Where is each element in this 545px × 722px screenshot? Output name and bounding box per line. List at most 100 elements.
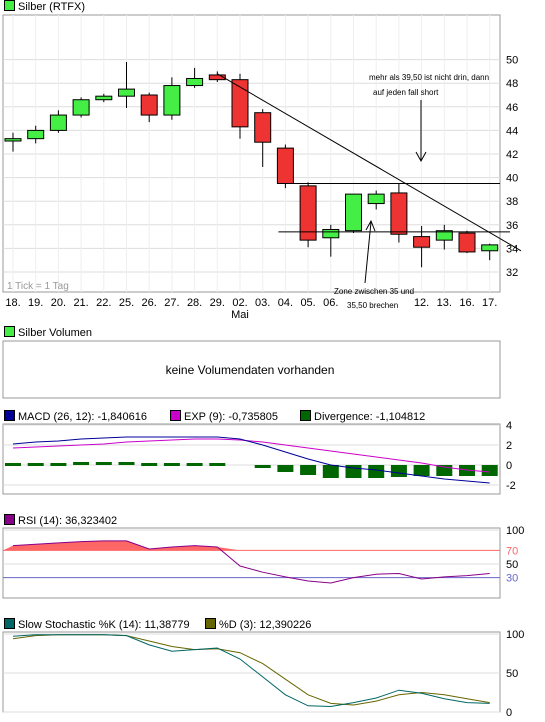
stoch-legend-d: %D (3): 12,390226 bbox=[205, 618, 311, 632]
annotation-bottom-arrowhead bbox=[365, 219, 376, 232]
square-swatch-icon bbox=[4, 618, 15, 629]
price-y-tick-label: 38 bbox=[506, 196, 518, 208]
price-y-tick-label: 44 bbox=[506, 125, 518, 137]
divergence-bar bbox=[390, 465, 407, 477]
volume-panel-title-text: Silber Volumen bbox=[18, 327, 92, 339]
candle-up bbox=[4, 138, 22, 142]
x-tick-label: 18. bbox=[5, 297, 20, 309]
x-tick-label: 02. bbox=[232, 297, 247, 309]
candle-up bbox=[95, 95, 113, 101]
rsi-legend: RSI (14): 36,323402 bbox=[4, 514, 117, 528]
annotation-bottom-line1: Zone zwischen 35 und bbox=[334, 287, 414, 296]
square-swatch-icon bbox=[300, 410, 311, 421]
price-panel-title-text: Silber (RTFX) bbox=[18, 1, 86, 13]
divergence-bar bbox=[50, 463, 67, 466]
candle-up bbox=[367, 193, 385, 205]
stoch-legend-d-text: %D (3): 12,390226 bbox=[219, 619, 312, 631]
divergence-bar bbox=[141, 463, 158, 466]
x-tick-label: 20. bbox=[51, 297, 66, 309]
price-y-tick-label: 42 bbox=[506, 149, 518, 161]
square-swatch-icon bbox=[4, 514, 15, 525]
price-panel-title: Silber (RTFX) bbox=[4, 0, 85, 14]
candle-up bbox=[345, 193, 362, 232]
divergence-bar bbox=[118, 462, 135, 465]
annotation-bottom-line2: 35,50 brechen bbox=[347, 301, 398, 310]
macd-y-tick-label: 4 bbox=[506, 420, 512, 432]
divergence-bar bbox=[5, 463, 21, 466]
candle-down bbox=[299, 185, 317, 241]
annotation-top-line2: auf jeden fall short bbox=[373, 88, 439, 97]
x-tick-label: 12. bbox=[414, 297, 429, 309]
macd-y-tick-label: 2 bbox=[506, 440, 512, 452]
rsi-plot-frame bbox=[2, 527, 501, 599]
no-volume-message: keine Volumendaten vorhanden bbox=[165, 363, 335, 377]
annotation-bottom-arrow bbox=[364, 221, 372, 284]
divergence-bar bbox=[186, 463, 203, 466]
macd-legend-macd-text: MACD (26, 12): -1,840616 bbox=[18, 411, 148, 423]
rsi-line bbox=[12, 540, 490, 584]
x-tick-label: 06. bbox=[323, 297, 338, 309]
x-tick-label: 25. bbox=[119, 297, 134, 309]
rsi-y-tick-label: 100 bbox=[506, 525, 524, 537]
x-tick-label: 05. bbox=[300, 297, 315, 309]
divergence-bar bbox=[300, 465, 317, 475]
x-tick-label: 28. bbox=[187, 297, 202, 309]
candle-down bbox=[140, 94, 158, 116]
macd-y-tick-label: -2 bbox=[506, 480, 516, 492]
candle-up bbox=[322, 229, 340, 239]
macd-y-tick-label: 0 bbox=[506, 460, 512, 472]
annotation-top-line1: mehr als 39,50 ist nicht drin, dann bbox=[369, 73, 489, 82]
square-swatch-icon bbox=[205, 618, 216, 629]
rsi-y-tick-label: 50 bbox=[506, 559, 518, 571]
price-y-tick-label: 50 bbox=[506, 55, 518, 67]
candle-down bbox=[231, 79, 249, 128]
price-y-tick-label: 48 bbox=[506, 78, 518, 90]
candle-up bbox=[49, 114, 67, 131]
divergence-bar bbox=[163, 463, 180, 466]
divergence-bar bbox=[27, 463, 44, 466]
candle-up bbox=[72, 99, 90, 116]
candle-up bbox=[163, 85, 181, 116]
divergence-bar bbox=[95, 462, 112, 465]
price-y-tick-label: 46 bbox=[506, 102, 518, 114]
x-tick-label: 17. bbox=[482, 297, 497, 309]
volume-panel-title: Silber Volumen bbox=[4, 326, 92, 340]
square-swatch-icon bbox=[170, 410, 181, 421]
month-label: Mai bbox=[231, 309, 249, 321]
divergence-bar bbox=[277, 465, 294, 472]
tick-note: 1 Tick = 1 Tag bbox=[7, 281, 69, 292]
divergence-bar bbox=[73, 462, 90, 465]
macd-legend-exp-text: EXP (9): -0,735805 bbox=[184, 411, 278, 423]
x-tick-label: 26. bbox=[142, 297, 157, 309]
price-y-tick-label: 36 bbox=[506, 220, 518, 232]
volume-plot-frame bbox=[2, 340, 501, 399]
divergence-bar bbox=[481, 465, 498, 476]
stoch-k-line bbox=[12, 634, 490, 708]
price-y-tick-label: 32 bbox=[506, 267, 518, 279]
x-tick-label: 03. bbox=[255, 297, 270, 309]
square-swatch-icon bbox=[4, 410, 15, 421]
x-tick-label: 16. bbox=[459, 297, 474, 309]
macd-line bbox=[12, 436, 490, 484]
exp-line bbox=[12, 438, 490, 473]
x-tick-label: 04. bbox=[278, 297, 293, 309]
x-tick-label: 21. bbox=[73, 297, 88, 309]
candle-down bbox=[390, 192, 408, 235]
x-tick-label: 29. bbox=[210, 297, 225, 309]
x-tick-label: 13. bbox=[437, 297, 452, 309]
rsi-overbought-fill bbox=[3, 540, 490, 551]
price-y-tick-label: 34 bbox=[506, 243, 518, 255]
x-tick-label: 22. bbox=[96, 297, 111, 309]
candle-down bbox=[254, 112, 272, 143]
x-tick-label: 27. bbox=[164, 297, 179, 309]
candle-up bbox=[27, 129, 45, 140]
divergence-bar bbox=[413, 465, 430, 476]
candle-up bbox=[186, 77, 204, 87]
candle-up bbox=[435, 230, 453, 241]
square-swatch-icon bbox=[4, 326, 15, 337]
stoch-legend-k-text: Slow Stochastic %K (14): 11,38779 bbox=[18, 619, 190, 631]
macd-legend-macd: MACD (26, 12): -1,840616 bbox=[4, 410, 147, 424]
divergence-bar bbox=[209, 463, 226, 466]
price-y-tick-label: 40 bbox=[506, 173, 518, 185]
